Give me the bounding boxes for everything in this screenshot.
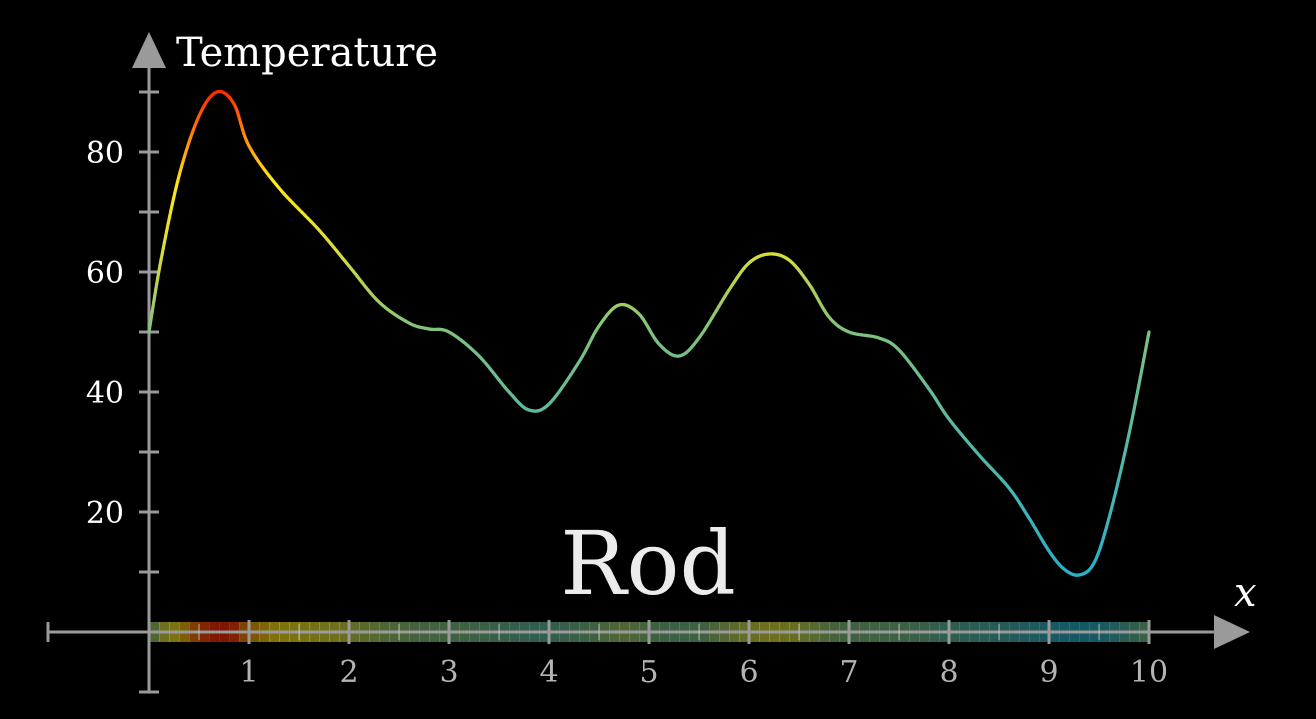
- x-tick-label: 10: [1130, 655, 1168, 690]
- x-tick-label: 6: [739, 655, 758, 690]
- y-axis-title: Temperature: [176, 30, 438, 76]
- x-tick-label: 3: [439, 655, 458, 690]
- x-tick-label: 5: [639, 655, 658, 690]
- x-axis-title: x: [1234, 570, 1257, 616]
- curve-segment: [1146, 330, 1151, 338]
- y-tick-label: 80: [86, 136, 124, 171]
- y-tick-label: 40: [86, 376, 124, 411]
- rod-label: Rod: [560, 512, 736, 615]
- temperature-curve: [147, 89, 1151, 577]
- y-axis-arrow-icon: [132, 32, 166, 68]
- x-tick-label: 4: [539, 655, 558, 690]
- x-tick-label: 7: [839, 655, 858, 690]
- x-tick-label: 9: [1039, 655, 1058, 690]
- x-tick-label: 8: [939, 655, 958, 690]
- y-tick-label: 20: [86, 496, 124, 531]
- x-tick-label: 1: [239, 655, 258, 690]
- x-axis-arrow-icon: [1214, 615, 1250, 649]
- x-ticks: 1 2 3 4 5 6 7 8 9 10: [198, 620, 1168, 690]
- x-tick-label: 2: [339, 655, 358, 690]
- y-tick-label: 60: [86, 256, 124, 291]
- y-ticks: 20 40 60 80: [86, 90, 159, 694]
